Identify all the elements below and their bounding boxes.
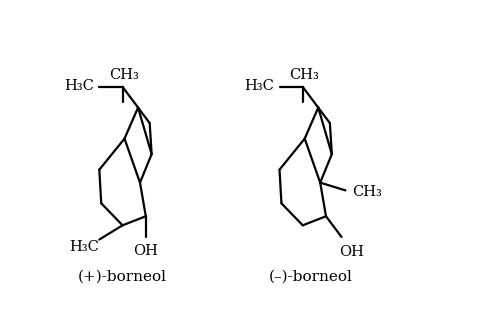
Text: H₃C: H₃C [69, 240, 99, 254]
Text: H₃C: H₃C [64, 79, 94, 93]
Text: CH₃: CH₃ [289, 68, 319, 82]
Text: H₃C: H₃C [244, 79, 274, 93]
Text: OH: OH [134, 244, 158, 258]
Text: (+)-borneol: (+)-borneol [78, 270, 167, 284]
Text: (–)-borneol: (–)-borneol [268, 270, 352, 284]
Text: OH: OH [339, 246, 363, 259]
Text: CH₃: CH₃ [109, 68, 138, 82]
Text: CH₃: CH₃ [352, 185, 382, 199]
